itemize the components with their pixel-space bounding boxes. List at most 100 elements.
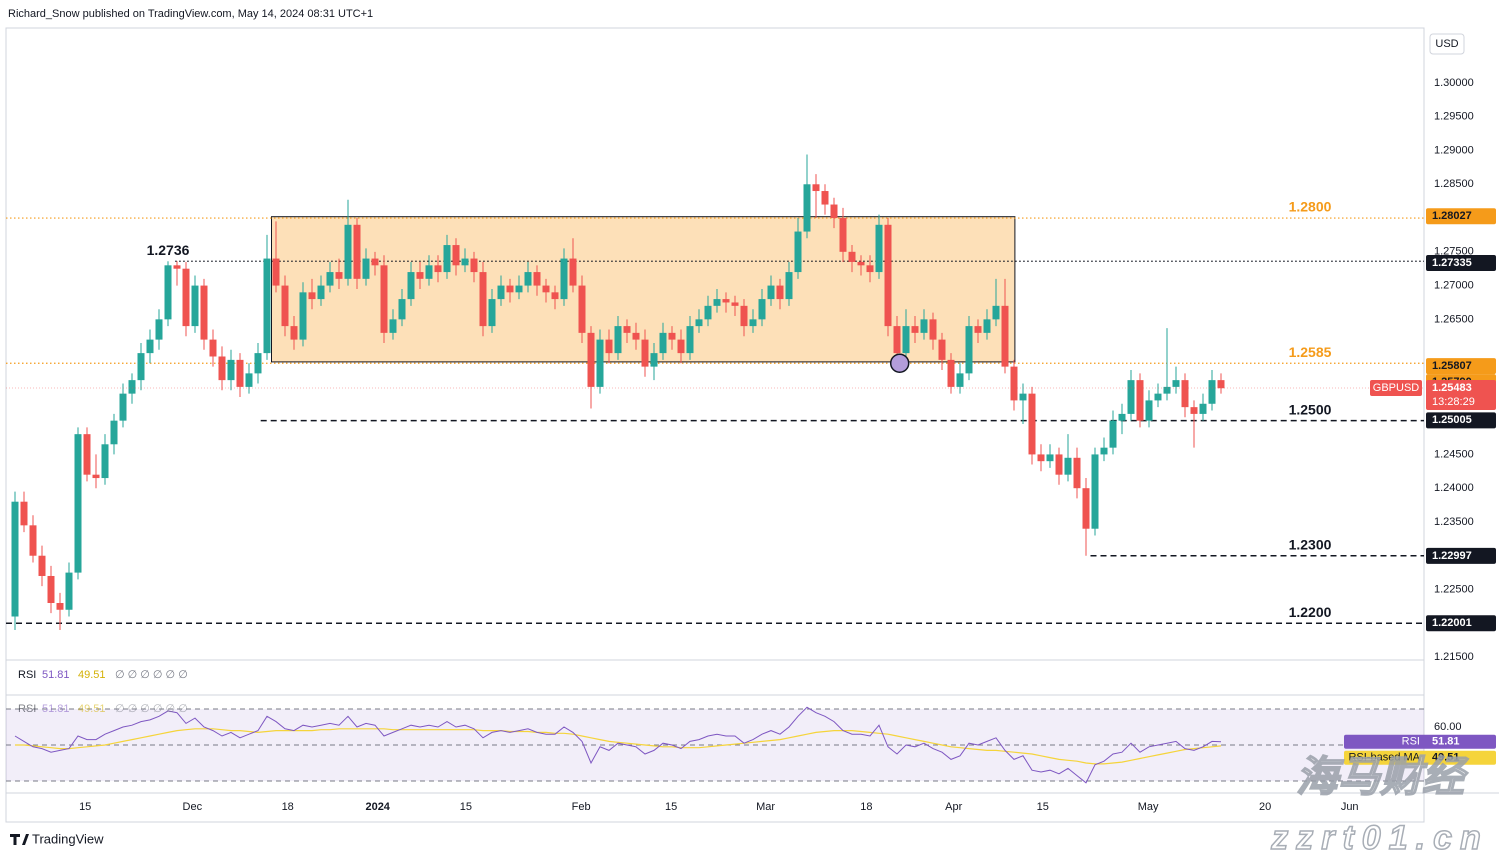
candle-body (20, 501, 28, 526)
candle-body (875, 224, 883, 273)
candle-body (740, 305, 748, 327)
candle-body (461, 258, 469, 266)
candle-body (1208, 380, 1216, 404)
candle-body (893, 326, 901, 354)
candle-body (101, 444, 109, 479)
level-label: 1.2585 (1289, 344, 1332, 360)
publish-header: Richard_Snow published on TradingView.co… (8, 8, 373, 20)
rsi-line (14, 706, 1222, 784)
price-tag (1426, 615, 1496, 632)
symbol-tag (1370, 380, 1422, 397)
candle-body (38, 555, 46, 576)
candle-body (587, 332, 595, 387)
x-tick-label: 18 (860, 801, 872, 813)
candle-body (452, 245, 460, 266)
price-tag (1426, 254, 1496, 271)
x-tick-label: Jun (1341, 801, 1359, 813)
price-tag-label: 1.25005 (1432, 414, 1472, 426)
logo-icon (10, 834, 29, 845)
candle-body (1001, 305, 1009, 367)
footer-brand: TradingView (32, 831, 104, 846)
candle-body (974, 326, 982, 333)
candle-body (776, 285, 784, 300)
candle-body (236, 359, 244, 387)
y-tick-label: 1.30000 (1434, 77, 1474, 89)
candle-body (902, 326, 910, 354)
candle-body (515, 285, 523, 293)
currency-label[interactable]: USD (1435, 38, 1458, 50)
y-tick-label: 1.23500 (1434, 516, 1474, 528)
rsi-tick-label: 60.00 (1434, 721, 1462, 733)
candle-body (11, 501, 19, 617)
rsi-tag-name: RSI-based MA (1348, 752, 1420, 764)
candle-body (569, 258, 577, 286)
x-tick-label: Mar (756, 801, 775, 813)
candle-body (137, 353, 145, 381)
candle-body (524, 272, 532, 286)
watermark-title: 海马财经 (1296, 753, 1469, 800)
y-tick-label: 1.26500 (1434, 313, 1474, 325)
candle-body (434, 265, 442, 273)
candle-body (1172, 380, 1180, 387)
candle-body (425, 265, 433, 279)
level-label: 1.2300 (1289, 536, 1332, 552)
candle-body (650, 353, 658, 367)
currency-button[interactable] (1429, 33, 1465, 55)
candle-body (29, 525, 37, 556)
y-tick-label: 1.24500 (1434, 448, 1474, 460)
candle-body (1091, 454, 1099, 529)
candle-body (866, 265, 874, 273)
candle-body (596, 339, 604, 387)
candle-body (443, 245, 451, 273)
y-tick-label: 1.24000 (1434, 482, 1474, 494)
candle-body (74, 434, 82, 573)
candle-body (497, 285, 505, 300)
candle-body (398, 299, 406, 320)
candle-body (731, 302, 739, 306)
candle-body (623, 326, 631, 333)
candle-body (506, 285, 514, 293)
rsi-tag (1344, 750, 1496, 765)
candle-body (290, 326, 298, 340)
candle-body (821, 191, 829, 205)
last-price-tag (1426, 380, 1496, 411)
y-tick-label: 1.22500 (1434, 583, 1474, 595)
rsi-tag (1344, 734, 1496, 749)
x-tick-label: 20 (1259, 801, 1271, 813)
x-tick-label: 15 (460, 801, 472, 813)
rsi-legend-ma: 49.51 (78, 703, 106, 715)
candle-body (947, 359, 955, 387)
candle-body (1028, 393, 1036, 455)
candle-body (1100, 447, 1108, 455)
level-label: 1.2736 (147, 242, 190, 258)
candle-body (857, 261, 865, 266)
candle-body (668, 332, 676, 340)
candle-body (983, 319, 991, 333)
candle-body (110, 420, 118, 445)
candle-body (713, 299, 721, 306)
candle-body (164, 265, 172, 320)
candle-body (1109, 420, 1117, 448)
candle-body (191, 285, 199, 327)
candle-body (488, 299, 496, 327)
candle-body (722, 299, 730, 303)
candle-body (263, 258, 271, 354)
price-tag-label: 1.25807 (1432, 360, 1472, 372)
candle-body (659, 332, 667, 354)
last-price-label: 1.25483 (1432, 382, 1472, 394)
candle-body (938, 339, 946, 360)
candle-body (911, 326, 919, 333)
candle-body (479, 272, 487, 327)
x-tick-label: Feb (572, 801, 591, 813)
candle-body (200, 285, 208, 340)
candle-body (920, 319, 928, 333)
candle-body (182, 268, 190, 327)
rsi-legend-ma: 49.51 (78, 669, 106, 681)
candle-body (803, 184, 811, 232)
candle-body (1055, 454, 1063, 475)
x-tick-label: Dec (183, 801, 203, 813)
countdown-label: 13:28:29 (1432, 396, 1475, 408)
candle-body (353, 224, 361, 279)
candle-body (47, 575, 55, 603)
